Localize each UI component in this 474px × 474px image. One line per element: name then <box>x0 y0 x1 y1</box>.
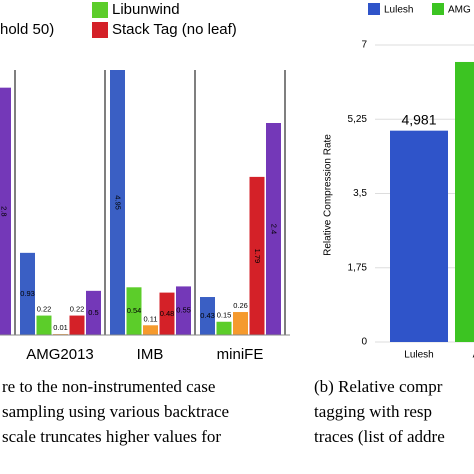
bar <box>176 286 191 335</box>
caption-line: re to the non-instrumented case <box>2 377 215 396</box>
bar <box>455 61 474 342</box>
y-tick-label: 1,75 <box>348 262 368 273</box>
value-label: 4.95 <box>114 195 123 210</box>
bar <box>143 325 158 335</box>
bar <box>200 297 215 335</box>
legend-swatch <box>92 22 108 38</box>
value-label: 0.55 <box>176 306 191 315</box>
bar <box>86 290 101 335</box>
value-label: 0.15 <box>217 311 232 320</box>
x-tick-label: AMG2013 <box>26 346 94 363</box>
value-label: 0.54 <box>127 306 142 315</box>
bar <box>20 252 35 335</box>
legend-label: Lulesh <box>384 5 413 16</box>
legend-label: Stack Tag (no leaf) <box>112 21 237 38</box>
x-tick-label: IMB <box>137 346 164 363</box>
value-label: 2.4 <box>270 224 279 234</box>
x-tick-label: miniFE <box>217 346 264 363</box>
bar <box>216 321 232 335</box>
caption-line: traces (list of addre <box>314 427 445 446</box>
value-label: 4,981 <box>401 111 436 127</box>
bar <box>110 70 125 335</box>
y-tick-label: 3,5 <box>353 188 367 199</box>
bar <box>233 312 248 335</box>
caption-line: (b) Relative compr <box>314 377 443 396</box>
legend-label: Libunwind <box>112 1 180 18</box>
caption-line: sampling using various backtrace <box>2 402 229 421</box>
bar <box>390 130 448 342</box>
value-label: 0.5 <box>88 308 98 317</box>
value-label: 0.93 <box>20 289 35 298</box>
value-label: 0.11 <box>143 314 157 323</box>
value-label: 0.48 <box>160 309 175 318</box>
bar <box>126 287 142 335</box>
value-label: 0.26 <box>233 301 248 310</box>
value-label: 0.22 <box>37 305 52 314</box>
legend-label: hold 50) <box>0 21 54 38</box>
bar <box>0 87 11 336</box>
value-label: 2.8 <box>0 206 9 216</box>
right-panel: 0 1,75 3,5 5,25 7 Relative Compression Rate Lu… <box>314 3 474 446</box>
bar <box>69 315 85 335</box>
bar <box>159 292 175 335</box>
caption-line: tagging with resp <box>314 402 432 421</box>
y-tick-label: 0 <box>361 337 367 348</box>
x-tick-label: AMG <box>473 350 474 361</box>
y-tick-label: 5,25 <box>348 114 368 125</box>
legend-swatch <box>368 3 380 15</box>
bar <box>249 176 265 335</box>
legend-label: AMG <box>448 5 471 16</box>
y-axis-label: Relative Compression Rate <box>323 134 334 256</box>
plot: 2.80.930.220.010.22 0.54.950.540.110.48 0.… <box>0 70 286 336</box>
value-label: 0.43 <box>200 311 215 320</box>
caption-line: scale truncates higher values for <box>2 427 221 446</box>
y-tick-label: 7 <box>361 40 367 51</box>
legend-swatch <box>92 2 108 18</box>
value-label: 1.79 <box>253 249 262 264</box>
x-tick-label: Lulesh <box>404 350 433 361</box>
value-label: 0.01 <box>53 323 68 332</box>
legend-swatch <box>432 3 444 15</box>
bar <box>36 315 52 335</box>
value-label: 0.22 <box>70 305 85 314</box>
bar <box>266 123 281 335</box>
